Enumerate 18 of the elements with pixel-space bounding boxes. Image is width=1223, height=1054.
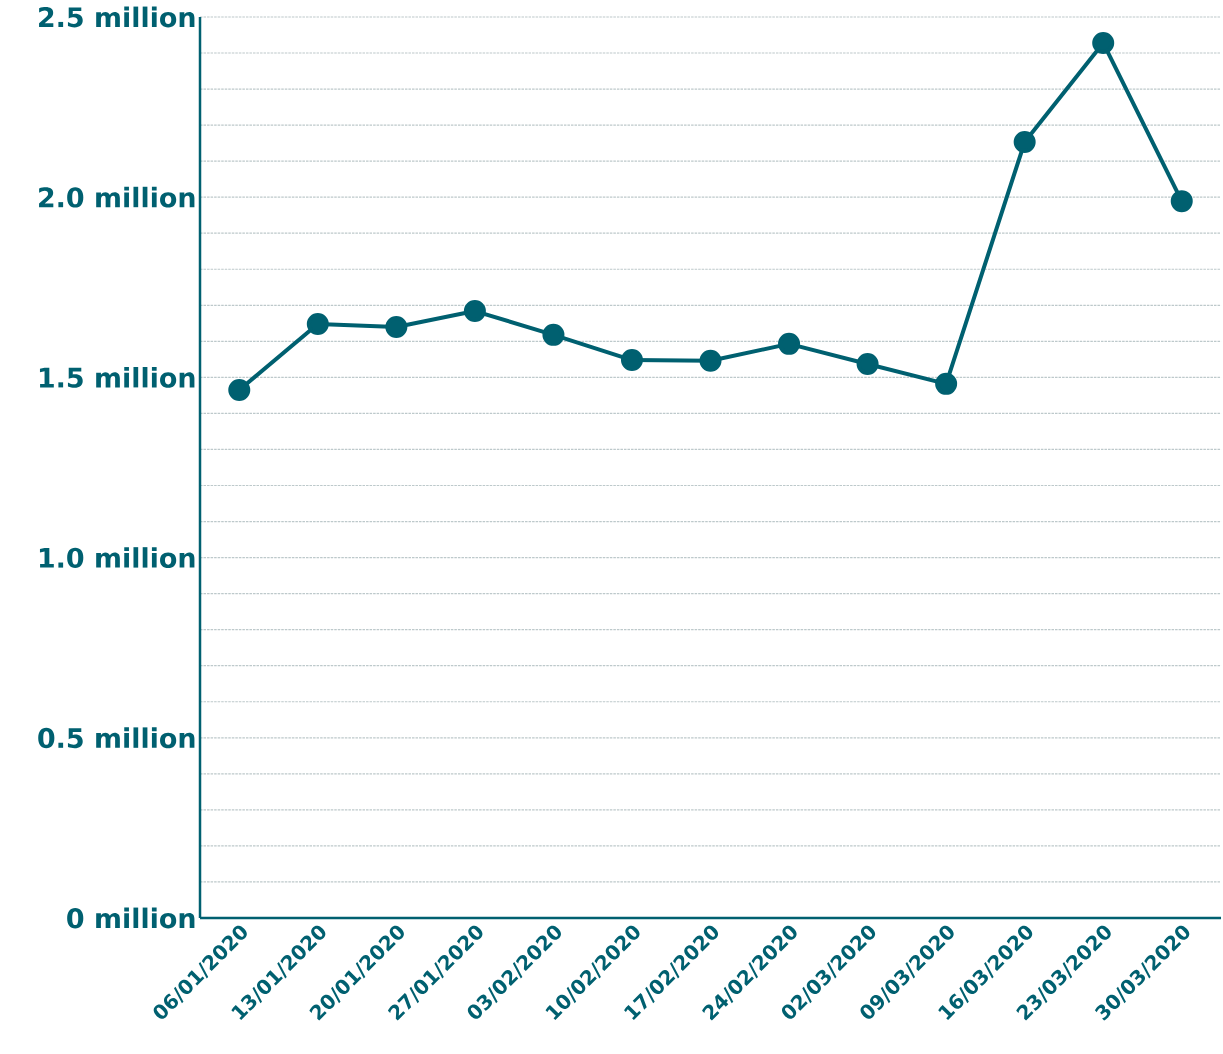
point: [542, 323, 565, 346]
point: [699, 349, 722, 372]
y-tick-label: 0.5 million: [38, 727, 195, 749]
point: [1013, 131, 1036, 154]
point: [463, 300, 486, 323]
point: [620, 349, 643, 372]
point: [856, 353, 879, 376]
point: [1092, 31, 1115, 54]
point: [778, 332, 801, 355]
y-tick-label: 1.5 million: [39, 366, 195, 388]
point: [385, 315, 408, 338]
point: [935, 372, 958, 395]
y-tick-label: 2.5 million: [39, 6, 195, 28]
y-tick-label: 2.0 million: [39, 186, 195, 208]
point: [306, 313, 329, 336]
point: [228, 378, 251, 401]
y-tick-label: 1.0 million: [39, 547, 195, 568]
point: [1170, 190, 1193, 213]
